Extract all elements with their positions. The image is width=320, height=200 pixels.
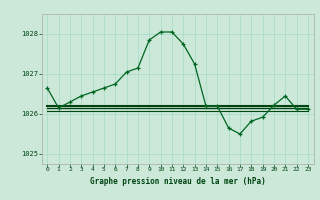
X-axis label: Graphe pression niveau de la mer (hPa): Graphe pression niveau de la mer (hPa)	[90, 177, 266, 186]
